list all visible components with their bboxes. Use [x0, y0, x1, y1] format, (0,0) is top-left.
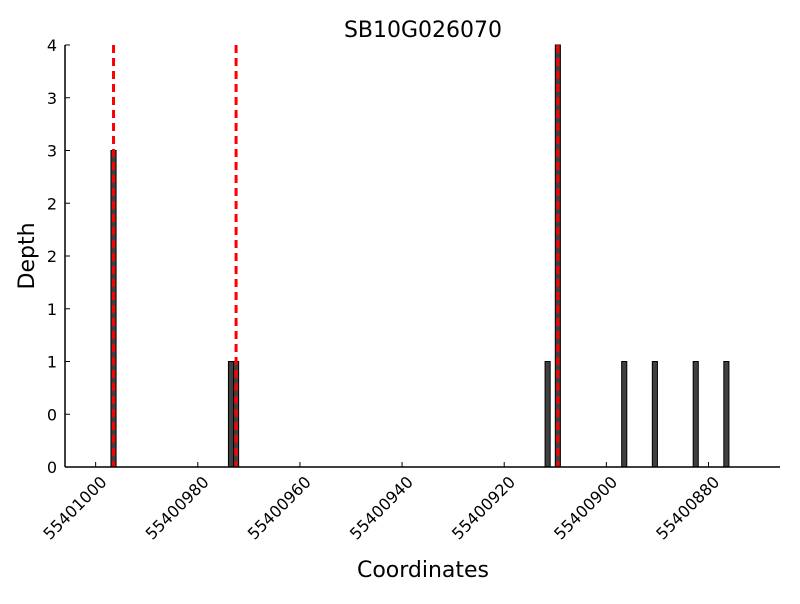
chart-title: SB10G026070	[344, 18, 502, 43]
x-tick-label: 55400980	[142, 472, 213, 543]
y-tick-label: 4	[47, 36, 57, 55]
x-axis-label: Coordinates	[357, 558, 489, 583]
bar	[621, 361, 628, 468]
x-tick-label: 55400900	[550, 472, 621, 543]
y-axis-label: Depth	[15, 222, 40, 289]
x-tick-label: 55400920	[448, 472, 519, 543]
bar	[692, 361, 699, 468]
bar	[544, 361, 551, 468]
y-tick-label: 2	[47, 247, 57, 266]
bar	[723, 361, 730, 468]
y-tick-label: 2	[47, 194, 57, 213]
x-tick-label: 55400940	[346, 472, 417, 543]
bar	[651, 361, 658, 468]
bar	[227, 361, 235, 468]
x-tick-label: 55401000	[39, 472, 110, 543]
y-tick-label: 0	[47, 405, 57, 424]
y-tick-label: 0	[47, 458, 57, 477]
y-tick-label: 3	[47, 89, 57, 108]
x-tick-label: 55400960	[244, 472, 315, 543]
y-tick-label: 3	[47, 142, 57, 161]
y-tick-label: 1	[47, 300, 57, 319]
x-tick-label: 55400880	[652, 472, 723, 543]
y-tick-label: 1	[47, 353, 57, 372]
